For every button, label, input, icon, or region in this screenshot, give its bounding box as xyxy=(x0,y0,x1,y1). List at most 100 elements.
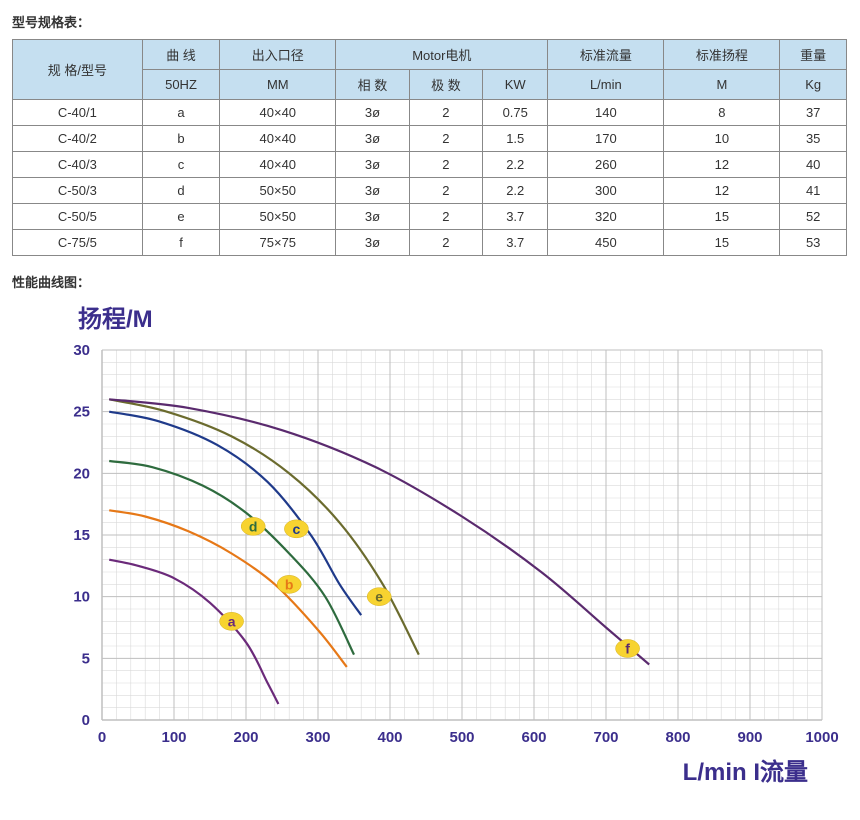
table-cell: 320 xyxy=(548,204,664,230)
table-cell: C-40/1 xyxy=(13,100,143,126)
svg-text:600: 600 xyxy=(521,729,546,746)
table-cell: 8 xyxy=(664,100,780,126)
table-title: 型号规格表： xyxy=(12,12,848,31)
table-cell: 15 xyxy=(664,230,780,256)
svg-text:10: 10 xyxy=(73,589,90,606)
table-row: C-75/5f75×753ø23.74501553 xyxy=(13,230,847,256)
table-cell: 40×40 xyxy=(220,100,336,126)
col-subheader: Kg xyxy=(780,70,847,100)
table-cell: 2 xyxy=(409,230,482,256)
table-cell: C-75/5 xyxy=(13,230,143,256)
svg-text:0: 0 xyxy=(82,712,90,729)
table-cell: 3ø xyxy=(336,126,409,152)
table-cell: 2.2 xyxy=(483,178,548,204)
svg-text:800: 800 xyxy=(665,729,690,746)
table-cell: 3.7 xyxy=(483,230,548,256)
table-cell: 50×50 xyxy=(220,178,336,204)
svg-text:15: 15 xyxy=(73,527,90,544)
table-row: C-40/3c40×403ø22.22601240 xyxy=(13,152,847,178)
table-cell: 3.7 xyxy=(483,204,548,230)
table-cell: 53 xyxy=(780,230,847,256)
table-cell: 12 xyxy=(664,178,780,204)
table-cell: 40 xyxy=(780,152,847,178)
table-cell: 15 xyxy=(664,204,780,230)
svg-text:700: 700 xyxy=(593,729,618,746)
table-cell: 2 xyxy=(409,126,482,152)
table-cell: 3ø xyxy=(336,230,409,256)
col-header: 出入口径 xyxy=(220,40,336,70)
col-subheader: KW xyxy=(483,70,548,100)
col-header: 曲 线 xyxy=(142,40,220,70)
curve-c xyxy=(109,412,361,615)
table-cell: 2 xyxy=(409,152,482,178)
table-cell: 41 xyxy=(780,178,847,204)
table-row: C-50/3d50×503ø22.23001241 xyxy=(13,178,847,204)
table-cell: 37 xyxy=(780,100,847,126)
table-cell: 50×50 xyxy=(220,204,336,230)
curve-label-b: b xyxy=(285,576,294,592)
col-header: 规 格/型号 xyxy=(13,40,143,100)
table-cell: 3ø xyxy=(336,152,409,178)
table-cell: b xyxy=(142,126,220,152)
col-subheader: M xyxy=(664,70,780,100)
table-cell: 2 xyxy=(409,204,482,230)
table-cell: 3ø xyxy=(336,204,409,230)
table-cell: 3ø xyxy=(336,100,409,126)
spec-table: 规 格/型号曲 线出入口径Motor电机标准流量标准扬程重量 50HZMM相 数… xyxy=(12,39,847,256)
table-cell: 2.2 xyxy=(483,152,548,178)
table-cell: 300 xyxy=(548,178,664,204)
table-cell: 170 xyxy=(548,126,664,152)
svg-text:30: 30 xyxy=(73,342,90,359)
table-cell: e xyxy=(142,204,220,230)
curve-a xyxy=(109,560,278,704)
svg-text:0: 0 xyxy=(98,729,106,746)
svg-text:5: 5 xyxy=(82,650,90,667)
svg-text:500: 500 xyxy=(449,729,474,746)
table-cell: C-50/3 xyxy=(13,178,143,204)
table-cell: 40×40 xyxy=(220,152,336,178)
table-cell: 75×75 xyxy=(220,230,336,256)
table-cell: a xyxy=(142,100,220,126)
performance-chart: 扬程/M 0 100 200 300 400 500 600 700 800 900 1000 0 5 1… xyxy=(12,299,848,787)
curve-label-d: d xyxy=(249,518,258,534)
col-subheader: 50HZ xyxy=(142,70,220,100)
table-row: C-40/1a40×403ø20.75140837 xyxy=(13,100,847,126)
table-cell: c xyxy=(142,152,220,178)
y-axis-title: 扬程/M xyxy=(78,299,848,334)
table-cell: C-40/3 xyxy=(13,152,143,178)
table-cell: 140 xyxy=(548,100,664,126)
table-cell: 10 xyxy=(664,126,780,152)
table-cell: C-50/5 xyxy=(13,204,143,230)
table-cell: 2 xyxy=(409,100,482,126)
svg-text:900: 900 xyxy=(737,729,762,746)
col-header: 重量 xyxy=(780,40,847,70)
table-cell: 0.75 xyxy=(483,100,548,126)
col-header: 标准扬程 xyxy=(664,40,780,70)
svg-text:100: 100 xyxy=(161,729,186,746)
table-cell: 260 xyxy=(548,152,664,178)
table-cell: C-40/2 xyxy=(13,126,143,152)
table-cell: 450 xyxy=(548,230,664,256)
table-cell: 52 xyxy=(780,204,847,230)
table-row: C-50/5e50×503ø23.73201552 xyxy=(13,204,847,230)
svg-text:300: 300 xyxy=(305,729,330,746)
curve-label-a: a xyxy=(228,613,236,629)
col-subheader: 极 数 xyxy=(409,70,482,100)
svg-text:20: 20 xyxy=(73,465,90,482)
svg-text:25: 25 xyxy=(73,404,90,421)
table-cell: d xyxy=(142,178,220,204)
table-cell: f xyxy=(142,230,220,256)
svg-text:200: 200 xyxy=(233,729,258,746)
curve-label-e: e xyxy=(375,589,383,605)
table-cell: 40×40 xyxy=(220,126,336,152)
col-subheader: L/min xyxy=(548,70,664,100)
table-cell: 35 xyxy=(780,126,847,152)
table-cell: 1.5 xyxy=(483,126,548,152)
chart-title: 性能曲线图： xyxy=(12,272,848,291)
col-subheader: 相 数 xyxy=(336,70,409,100)
curve-label-f: f xyxy=(625,640,630,656)
svg-text:400: 400 xyxy=(377,729,402,746)
col-subheader: MM xyxy=(220,70,336,100)
svg-text:1000: 1000 xyxy=(805,729,838,746)
curve-label-c: c xyxy=(293,521,301,537)
